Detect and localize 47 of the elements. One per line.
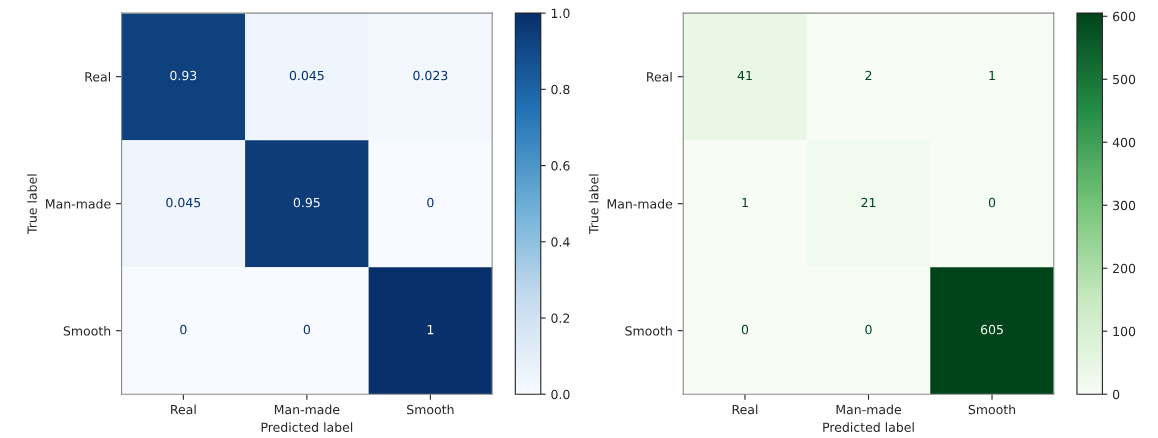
color-bar-label: 0.6 <box>551 161 570 171</box>
x-tick-label: Smooth <box>407 404 454 415</box>
data-label: 0 <box>303 324 311 335</box>
color-bar-label: 0.4 <box>551 237 570 247</box>
y-tick-label: Man-made <box>607 198 673 209</box>
data-label: 1 <box>427 325 434 335</box>
data-label: 0.045 <box>166 197 201 208</box>
data-label: 0.95 <box>293 197 320 208</box>
data-label: 0 <box>741 324 749 335</box>
data-label: 1 <box>989 70 995 81</box>
color-bar-label: 300 <box>1113 200 1136 211</box>
color-bar-label: 1.0 <box>551 8 570 19</box>
x-tick-label: Real <box>171 404 196 415</box>
color-bar-label: 0 <box>1112 389 1120 400</box>
data-label: 21 <box>861 197 876 208</box>
y-tick-label: Real <box>647 71 672 82</box>
y-axis-title: True label <box>588 174 599 235</box>
x-tick-label: Smooth <box>968 404 1016 415</box>
y-tick-label: Real <box>85 71 110 82</box>
y-tick-label: Smooth <box>63 325 111 336</box>
x-axis-title: Predicted label <box>261 422 353 432</box>
color-bar-label: 200 <box>1113 263 1136 274</box>
y-axis-title: True label <box>27 174 37 235</box>
data-label: 0.023 <box>413 70 448 81</box>
color-bar-label: 100 <box>1113 326 1136 337</box>
x-tick-label: Man-made <box>836 404 901 415</box>
data-label: 1 <box>742 198 748 208</box>
y-tick-label: Smooth <box>625 325 672 336</box>
x-axis-title: Predicted label <box>823 422 914 432</box>
data-label: 41 <box>737 70 752 81</box>
data-label: 0.045 <box>289 70 324 81</box>
data-label: 2 <box>865 70 872 81</box>
data-label: 605 <box>980 324 1003 335</box>
color-bar-label: 0.0 <box>551 389 570 400</box>
x-tick-label: Real <box>732 404 758 415</box>
color-bar-label: 0.8 <box>551 84 570 95</box>
y-tick-label: Man-made <box>46 198 111 209</box>
data-label: 0 <box>180 324 187 335</box>
data-label: 0 <box>865 324 872 335</box>
color-bar-label: 500 <box>1113 74 1136 85</box>
color-bar-label: 400 <box>1112 137 1136 148</box>
color-bar-label: 0.2 <box>551 313 570 323</box>
x-tick-label: Man-made <box>274 404 340 415</box>
data-label: 0 <box>988 197 996 208</box>
color-bar-label: 600 <box>1113 11 1136 22</box>
data-label: 0.93 <box>170 70 197 81</box>
data-label: 0 <box>427 197 434 208</box>
